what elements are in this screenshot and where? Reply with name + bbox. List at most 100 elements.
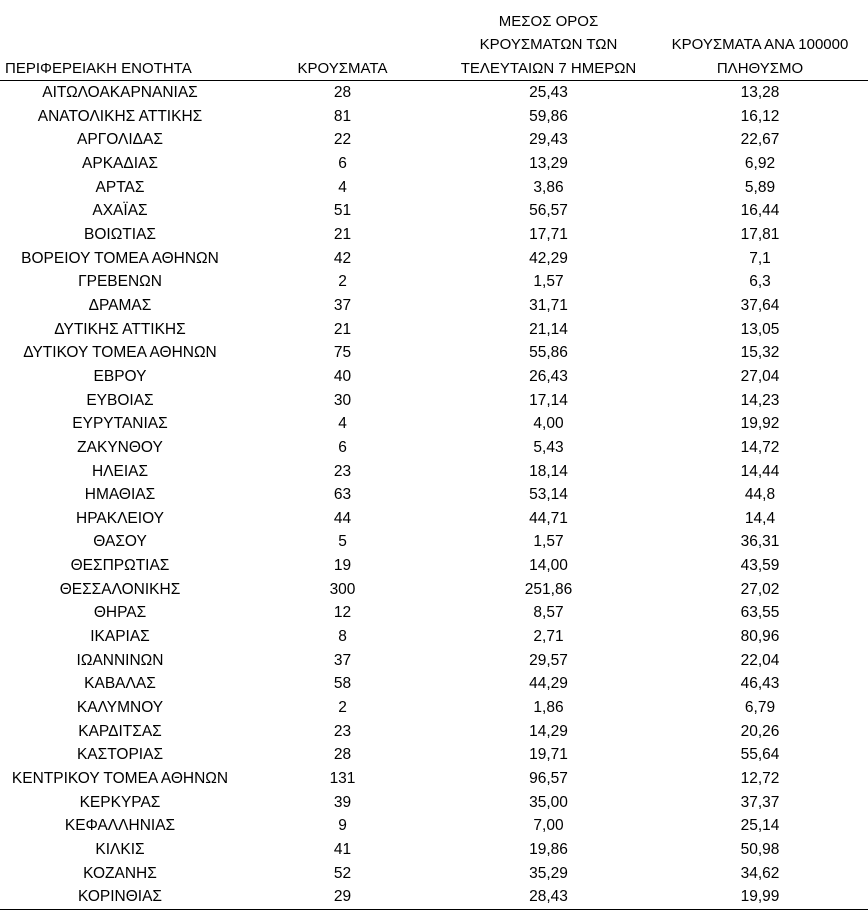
cell-avg7: 14,29 [529, 722, 568, 740]
header-per100k: ΚΡΟΥΣΜΑΤΑ ΑΝΑ 100000 ΠΛΗΘΥΣΜΟ [652, 0, 868, 81]
cell-cases: 37 [333, 296, 352, 314]
table-row: ΚΑΡΔΙΤΣΑΣ 23 14,29 20,26 [0, 720, 868, 744]
cell-per100k: 63,55 [740, 604, 780, 622]
table-row: ΚΟΡΙΝΘΙΑΣ 29 28,43 19,99 [0, 885, 868, 910]
table-body: ΑΙΤΩΛΟΑΚΑΡΝΑΝΙΑΣ 28 25,43 13,28 ΑΝΑΤΟΛΙΚΗΣ Α… [0, 81, 868, 910]
table-row: ΚΑΛΥΜΝΟΥ 2 1,86 6,79 [0, 696, 868, 720]
table-row: ΒΟΙΩΤΙΑΣ 21 17,71 17,81 [0, 223, 868, 247]
cell-cases: 40 [333, 367, 352, 385]
cell-per100k: 46,43 [740, 675, 780, 693]
cell-region: ΚΑΛΥΜΝΟΥ [76, 699, 164, 717]
cell-cases: 23 [333, 722, 352, 740]
cell-avg7: 56,57 [529, 202, 568, 220]
cell-per100k: 19,99 [652, 885, 868, 910]
cell-avg7: 25,43 [529, 84, 568, 101]
table-row: ΘΑΣΟΥ 5 1,57 36,31 [0, 530, 868, 554]
cell-avg7: 19,71 [529, 746, 568, 764]
cell-avg7: 3,86 [533, 178, 564, 196]
cell-cases: 29 [240, 885, 445, 910]
cell-region: ΗΡΑΚΛΕΙΟΥ [76, 509, 164, 527]
cell-region: ΚΕΝΤΡΙΚΟΥ ΤΟΜΕΑ ΑΘΗΝΩΝ [11, 770, 229, 788]
table-row: ΕΥΒΟΙΑΣ 30 17,14 14,23 [0, 389, 868, 413]
cell-per100k: 25,14 [740, 817, 780, 835]
cell-region: ΕΥΒΟΙΑΣ [86, 391, 154, 409]
cell-cases: 19 [333, 557, 352, 575]
cell-per100k: 19,92 [740, 415, 780, 433]
cell-per100k: 80,96 [740, 628, 780, 646]
cell-per100k: 44,8 [744, 486, 776, 504]
header-region: ΠΕΡΙΦΕΡΕΙΑΚΗ ΕΝΟΤΗΤΑ [0, 0, 240, 81]
cell-per100k: 6,79 [744, 699, 776, 717]
cell-avg7: 13,29 [529, 154, 568, 172]
cell-avg7: 17,71 [529, 225, 568, 243]
cell-cases: 39 [333, 793, 352, 811]
cell-region: ΒΟΡΕΙΟΥ ΤΟΜΕΑ ΑΘΗΝΩΝ [21, 249, 219, 267]
cell-avg7: 14,00 [529, 557, 568, 575]
cell-cases: 21 [333, 225, 352, 243]
cell-cases: 81 [333, 107, 352, 125]
cell-region: ΘΕΣΣΑΛΟΝΙΚΗΣ [59, 580, 181, 598]
cell-cases: 6 [338, 438, 347, 456]
cell-per100k: 14,4 [744, 509, 776, 527]
cell-region: ΑΙΤΩΛΟΑΚΑΡΝΑΝΙΑΣ [42, 84, 198, 101]
cell-region: ΓΡΕΒΕΝΩΝ [78, 273, 162, 291]
cell-per100k: 13,05 [740, 320, 780, 338]
cell-cases: 4 [338, 178, 347, 196]
header-cases: ΚΡΟΥΣΜΑΤΑ [240, 0, 445, 81]
table-row: ΗΜΑΘΙΑΣ 63 53,14 44,8 [0, 483, 868, 507]
cell-cases: 23 [333, 462, 352, 480]
cell-avg7: 44,71 [529, 509, 568, 527]
table-header: ΠΕΡΙΦΕΡΕΙΑΚΗ ΕΝΟΤΗΤΑ ΚΡΟΥΣΜΑΤΑ ΜΕΣΟΣ ΟΡΟ… [0, 0, 868, 81]
table-row: ΑΧΑΪΑΣ 51 56,57 16,44 [0, 199, 868, 223]
cell-region: ΔΥΤΙΚΟΥ ΤΟΜΕΑ ΑΘΗΝΩΝ [23, 344, 217, 362]
table-row: ΚΕΦΑΛΛΗΝΙΑΣ 9 7,00 25,14 [0, 814, 868, 838]
cell-cases: 37 [333, 651, 352, 669]
cell-region: ΘΗΡΑΣ [93, 604, 147, 622]
cell-region: ΕΒΡΟΥ [93, 367, 147, 385]
cell-avg7: 17,14 [529, 391, 568, 409]
cell-avg7: 28,43 [445, 885, 652, 910]
cell-region: ΑΡΓΟΛΙΔΑΣ [77, 131, 163, 149]
cell-per100k: 37,64 [740, 296, 780, 314]
cell-cases: 75 [333, 344, 352, 362]
cell-avg7: 4,00 [533, 415, 564, 433]
cell-region: ΖΑΚΥΝΘΟΥ [77, 438, 163, 456]
table-row: ΑΙΤΩΛΟΑΚΑΡΝΑΝΙΑΣ 28 25,43 13,28 [0, 81, 868, 105]
cell-per100k: 16,12 [740, 107, 780, 125]
cell-avg7: 53,14 [529, 486, 568, 504]
cell-avg7: 35,29 [529, 864, 568, 882]
cell-per100k: 16,44 [740, 202, 780, 220]
table-row: ΔΥΤΙΚΗΣ ΑΤΤΙΚΗΣ 21 21,14 13,05 [0, 318, 868, 342]
cell-cases: 42 [333, 249, 352, 267]
table-row: ΔΡΑΜΑΣ 37 31,71 37,64 [0, 294, 868, 318]
cell-region: ΚΑΣΤΟΡΙΑΣ [76, 746, 164, 764]
cell-per100k: 27,04 [740, 367, 780, 385]
table-row: ΕΒΡΟΥ 40 26,43 27,04 [0, 365, 868, 389]
cell-per100k: 37,37 [740, 793, 780, 811]
table-row: ΑΡΤΑΣ 4 3,86 5,89 [0, 176, 868, 200]
cell-avg7: 29,43 [529, 131, 568, 149]
cell-per100k: 15,32 [740, 344, 780, 362]
cell-avg7: 55,86 [529, 344, 568, 362]
table-row: ΔΥΤΙΚΟΥ ΤΟΜΕΑ ΑΘΗΝΩΝ 75 55,86 15,32 [0, 341, 868, 365]
header-row: ΠΕΡΙΦΕΡΕΙΑΚΗ ΕΝΟΤΗΤΑ ΚΡΟΥΣΜΑΤΑ ΜΕΣΟΣ ΟΡΟ… [0, 0, 868, 81]
cell-region: ΔΥΤΙΚΗΣ ΑΤΤΙΚΗΣ [54, 320, 186, 338]
table-row: ΒΟΡΕΙΟΥ ΤΟΜΕΑ ΑΘΗΝΩΝ 42 42,29 7,1 [0, 247, 868, 271]
cell-avg7: 21,14 [529, 320, 568, 338]
table-row: ΚΑΣΤΟΡΙΑΣ 28 19,71 55,64 [0, 743, 868, 767]
cell-region: ΚΟΖΑΝΗΣ [83, 864, 157, 882]
table-row: ΘΗΡΑΣ 12 8,57 63,55 [0, 601, 868, 625]
cell-per100k: 14,72 [740, 438, 780, 456]
cell-avg7: 19,86 [529, 841, 568, 858]
header-avg7: ΜΕΣΟΣ ΟΡΟΣ ΚΡΟΥΣΜΑΤΩΝ ΤΩΝ ΤΕΛΕΥΤΑΙΩΝ 7 Η… [445, 0, 652, 81]
cell-region: ΕΥΡΥΤΑΝΙΑΣ [72, 415, 168, 433]
cell-region: ΗΛΕΙΑΣ [91, 462, 149, 480]
cell-region: ΒΟΙΩΤΙΑΣ [84, 225, 156, 243]
cell-cases: 5 [338, 533, 347, 551]
table-row: ΚΟΖΑΝΗΣ 52 35,29 34,62 [0, 862, 868, 886]
cell-avg7: 5,43 [533, 438, 564, 456]
table-row: ΑΝΑΤΟΛΙΚΗΣ ΑΤΤΙΚΗΣ 81 59,86 16,12 [0, 105, 868, 129]
cell-region: ΘΑΣΟΥ [93, 533, 147, 551]
cell-cases: 22 [333, 131, 352, 149]
cell-avg7: 59,86 [529, 107, 568, 125]
